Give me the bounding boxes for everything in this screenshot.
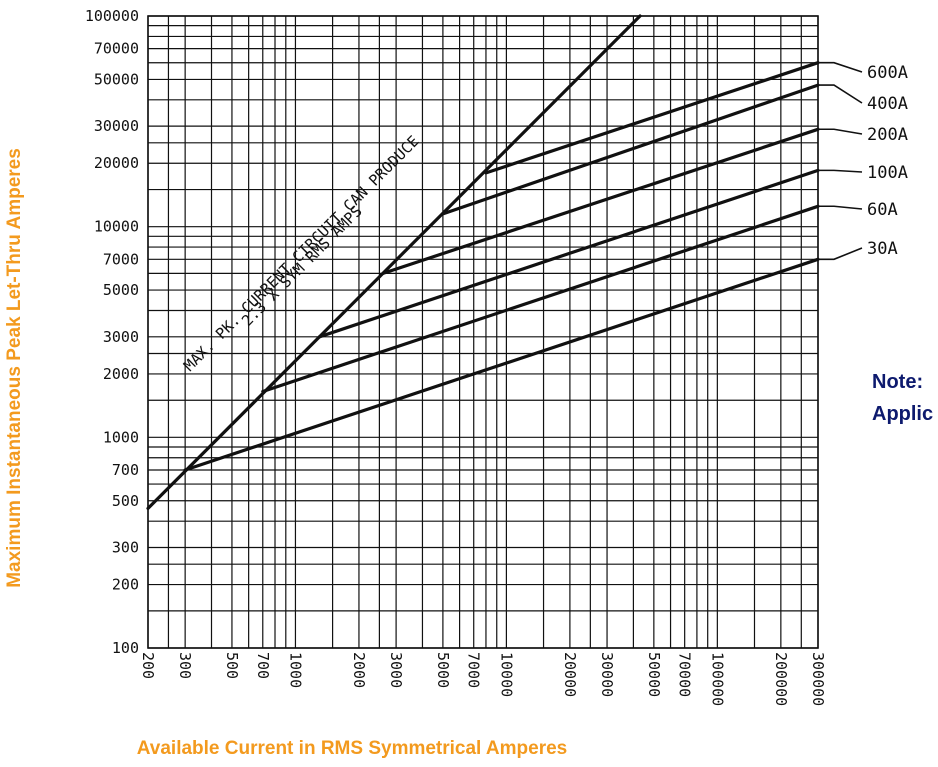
y-tick-50000: 50000 [94, 70, 139, 88]
series-label-200a: 200A [867, 125, 908, 145]
y-tick-700: 700 [112, 461, 139, 479]
series-label-100a: 100A [867, 163, 908, 183]
series-leader-30a [818, 247, 863, 261]
y-tick-500: 500 [112, 492, 139, 510]
x-tick-3000: 3000 [387, 652, 405, 688]
series-label-60a: 60A [867, 200, 898, 220]
y-tick-100000: 100000 [85, 7, 139, 25]
series-curves [183, 61, 820, 472]
y-axis-title: Maximum Instantaneous Peak Let-Thru Ampe… [4, 148, 25, 588]
plot-frame [147, 15, 819, 649]
series-leader-100a [818, 169, 863, 173]
x-tick-20000: 20000 [561, 652, 579, 697]
series-line-200a [381, 127, 820, 275]
y-tick-10000: 10000 [94, 218, 139, 236]
series-line-30a [183, 257, 820, 472]
max-current-line-group: MAX. PK. CURRENT CIRCUIT CAN PRODUCE2.3 … [146, 14, 642, 510]
series-label-30a: 30A [867, 239, 898, 259]
x-tick-7000: 7000 [465, 652, 483, 688]
y-tick-300: 300 [112, 538, 139, 556]
note-label: Note: [872, 371, 923, 393]
max-current-line [146, 14, 642, 510]
y-tick-labels: 100 200 300 500 700 1000 2000 3000 5000 7000 10000… [85, 7, 139, 657]
x-tick-70000: 70000 [676, 652, 694, 697]
series-leader-400a [818, 84, 863, 104]
x-tick-300: 300 [176, 652, 194, 679]
series-leader-600a [818, 61, 863, 73]
series-line-400a [441, 83, 820, 216]
x-tick-300000: 300000 [809, 652, 827, 706]
x-tick-50000: 50000 [645, 652, 663, 697]
x-axis-title: Available Current in RMS Symmetrical Amp… [137, 738, 567, 759]
series-line-600a [484, 61, 820, 175]
x-tick-700: 700 [254, 652, 272, 679]
y-tick-1000: 1000 [103, 428, 139, 446]
series-leader-60a [818, 205, 863, 210]
series-label-400a: 400A [867, 94, 908, 114]
series-line-60a [261, 204, 820, 394]
x-tick-500: 500 [223, 652, 241, 679]
x-tick-200000: 200000 [772, 652, 790, 706]
x-tick-10000: 10000 [497, 652, 515, 697]
series-line-100a [317, 168, 820, 339]
series-labels: 600A 400A 200A 100A 60A 30A [818, 61, 908, 261]
y-tick-5000: 5000 [103, 281, 139, 299]
x-tick-30000: 30000 [598, 652, 616, 697]
x-tick-5000: 5000 [434, 652, 452, 688]
x-tick-2000: 2000 [350, 652, 368, 688]
x-tick-labels: 200 300 500 700 1000 2000 3000 5000 7000 10000 200… [139, 652, 827, 706]
y-tick-7000: 7000 [103, 250, 139, 268]
x-tick-200: 200 [139, 652, 157, 679]
y-tick-2000: 2000 [103, 365, 139, 383]
y-tick-30000: 30000 [94, 117, 139, 135]
series-label-600a: 600A [867, 63, 908, 83]
x-tick-1000: 1000 [286, 652, 304, 688]
grid [147, 15, 819, 649]
y-tick-3000: 3000 [103, 328, 139, 346]
x-tick-100000: 100000 [708, 652, 726, 706]
series-leader-200a [818, 128, 863, 135]
y-tick-70000: 70000 [94, 40, 139, 58]
y-tick-20000: 20000 [94, 154, 139, 172]
note-application-text: Applic [872, 403, 933, 425]
y-tick-200: 200 [112, 576, 139, 594]
y-tick-100: 100 [112, 639, 139, 657]
